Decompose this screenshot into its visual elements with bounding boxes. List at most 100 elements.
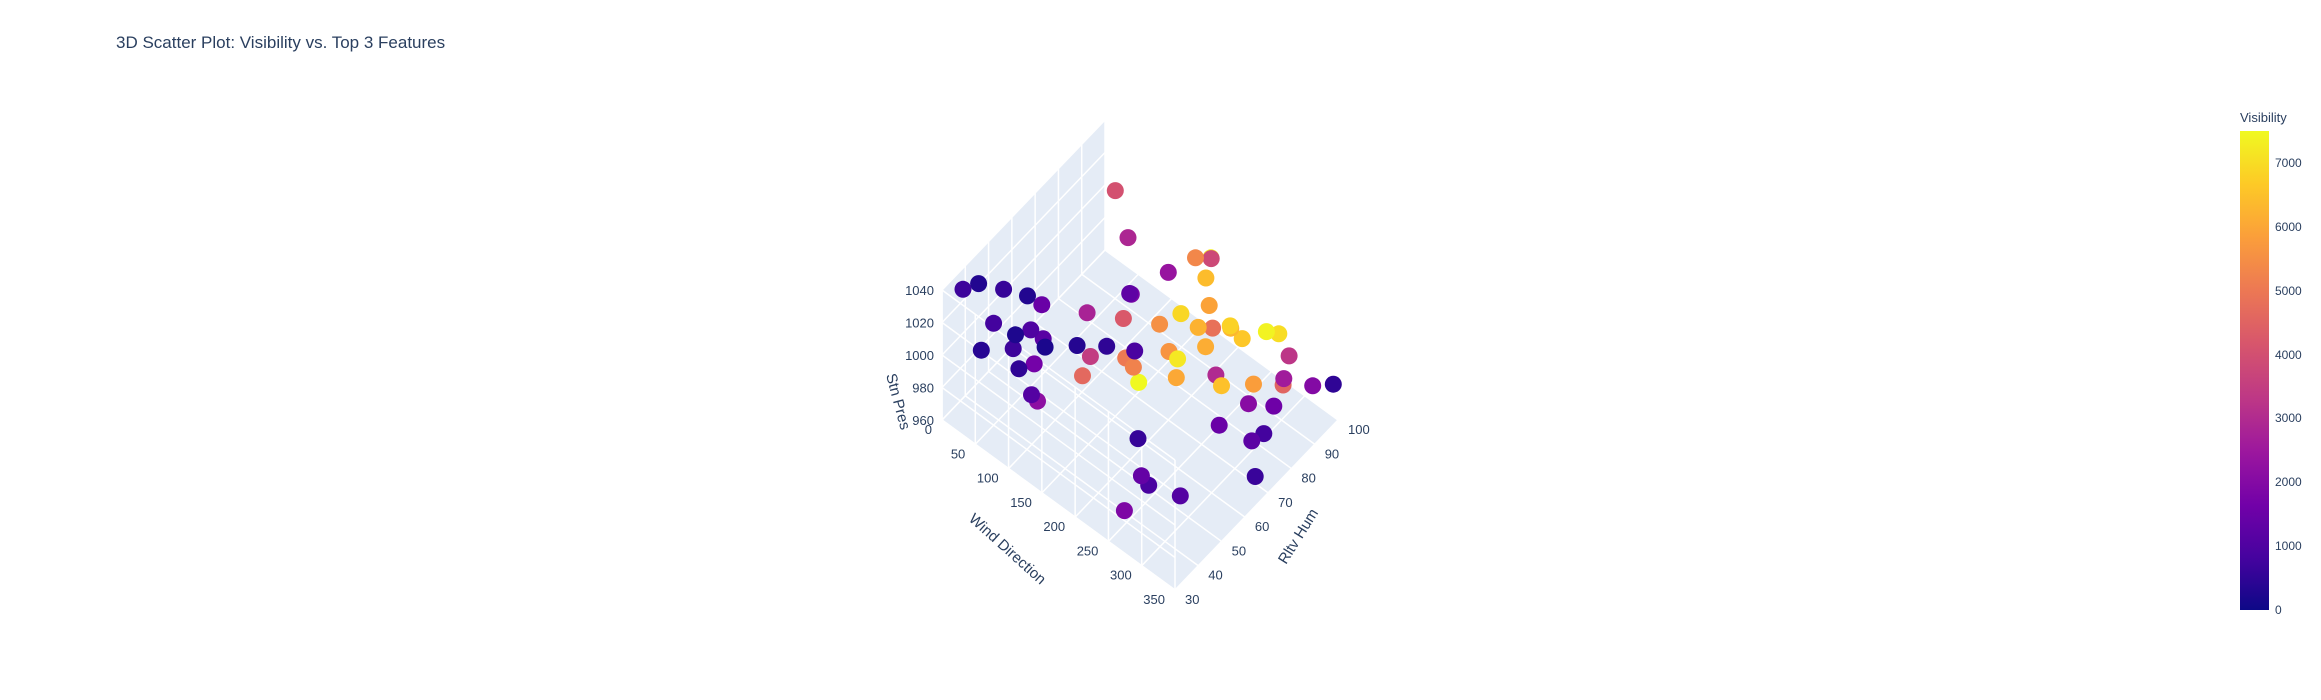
data-point (1114, 310, 1132, 327)
data-point (1167, 369, 1185, 387)
z-tick-label: 1040 (905, 283, 934, 298)
floor-gridline-x (1081, 273, 1316, 445)
data-point (1151, 315, 1169, 333)
colorbar-tick-label: 7000 (2275, 155, 2302, 170)
x-axis-ticks: 30 40 50 60 70 80 90 100 (1185, 422, 1370, 607)
data-point (1019, 287, 1036, 305)
data-point (1324, 375, 1342, 393)
z-axis-label: Stn Pres (882, 372, 913, 432)
z-axis-ticks: 960 980 1000 1020 1040 (905, 283, 934, 428)
colorbar-tick-label: 2000 (2275, 475, 2302, 490)
wall-gridline-z2 (941, 386, 1176, 559)
y-tick-label: 250 (1077, 543, 1099, 558)
floor-gridline-x (1011, 346, 1246, 518)
data-point (1200, 297, 1218, 314)
data-point (1033, 296, 1051, 314)
data-point (1098, 337, 1116, 355)
data-point (1115, 502, 1133, 520)
data-point (1023, 386, 1040, 404)
floor-gridline-x (1104, 249, 1339, 421)
data-point (1078, 304, 1096, 322)
floor-gridline-y (1174, 419, 1339, 591)
data-point (1121, 285, 1139, 302)
data-points (954, 182, 1342, 520)
x-tick-label: 60 (1255, 519, 1269, 534)
data-point (1022, 321, 1040, 339)
data-point (954, 280, 972, 298)
colorbar (2240, 131, 2269, 610)
data-point (1257, 323, 1275, 341)
floor-gridline-y (1008, 298, 1173, 470)
floor-gridline-x (964, 395, 1199, 567)
colorbar-tick-label: 6000 (2275, 219, 2302, 234)
data-point (1124, 358, 1142, 376)
wall-gridline-z2 (941, 354, 1176, 526)
data-point (1221, 317, 1239, 335)
x-tick-label: 40 (1208, 568, 1222, 583)
data-point (1246, 468, 1264, 485)
y-axis-ticks: 0 50 100 150 200 250 300 350 (925, 422, 1165, 607)
data-point (1213, 377, 1230, 395)
data-point (1233, 330, 1251, 348)
data-point (1130, 373, 1148, 391)
floor-gridline-y (974, 273, 1139, 445)
data-point (1245, 375, 1262, 393)
z-tick-label: 980 (912, 381, 934, 396)
colorbar-tick-label: 3000 (2275, 411, 2302, 426)
x-tick-label: 80 (1301, 471, 1315, 486)
wall-gridline-z (941, 119, 1106, 291)
data-point (1119, 229, 1137, 247)
chart-title: 3D Scatter Plot: Visibility vs. Top 3 Fe… (116, 33, 446, 52)
wall-gridline-z (941, 184, 1106, 356)
colorbar-tick-label: 1000 (2275, 539, 2302, 554)
x-axis-label: Rltv Hum (1275, 506, 1322, 567)
y-tick-label: 300 (1110, 568, 1132, 583)
x-tick-label: 30 (1185, 592, 1199, 607)
data-point (1010, 360, 1028, 378)
wall-gridline-z2 (941, 419, 1176, 591)
colorbar-tick-label: 4000 (2275, 347, 2302, 362)
data-point (1204, 319, 1222, 337)
data-point (1172, 305, 1190, 323)
data-point (1265, 397, 1283, 415)
data-point (1189, 318, 1207, 336)
data-point (1202, 250, 1220, 268)
data-point (972, 341, 990, 359)
z-tick-label: 1020 (905, 316, 934, 331)
x-tick-label: 70 (1278, 495, 1292, 510)
y-tick-label: 100 (977, 471, 999, 486)
data-point (1275, 370, 1293, 388)
data-point (1197, 338, 1215, 356)
data-point (1159, 263, 1177, 281)
y-tick-label: 200 (1043, 519, 1065, 534)
data-point (1129, 430, 1147, 448)
colorbar-tick-label: 0 (2275, 603, 2282, 617)
data-point (970, 275, 988, 293)
data-point (1243, 432, 1261, 450)
data-point (1171, 487, 1189, 505)
y-tick-label: 50 (951, 446, 965, 461)
data-point (1036, 338, 1054, 356)
data-point (1210, 416, 1228, 434)
x-tick-label: 50 (1232, 543, 1246, 558)
data-point (1304, 377, 1322, 395)
data-point (995, 280, 1013, 298)
data-point (1187, 249, 1204, 267)
z-tick-label: 1000 (905, 348, 934, 363)
data-point (1126, 342, 1144, 360)
data-point (1081, 348, 1099, 365)
z-tick-label: 960 (912, 413, 934, 428)
data-point (1169, 350, 1187, 368)
floor-gridline-y (1141, 395, 1306, 567)
data-point (1106, 182, 1124, 200)
y-tick-label: 150 (1010, 495, 1032, 510)
data-point (1004, 340, 1022, 358)
data-point (1007, 326, 1024, 344)
data-point (1132, 467, 1150, 485)
data-point (1240, 395, 1257, 413)
colorbar-tick-label: 5000 (2275, 283, 2302, 298)
data-point (1025, 355, 1043, 373)
colorbar-title: Visibility (2240, 110, 2287, 125)
y-tick-label: 0 (925, 422, 932, 437)
